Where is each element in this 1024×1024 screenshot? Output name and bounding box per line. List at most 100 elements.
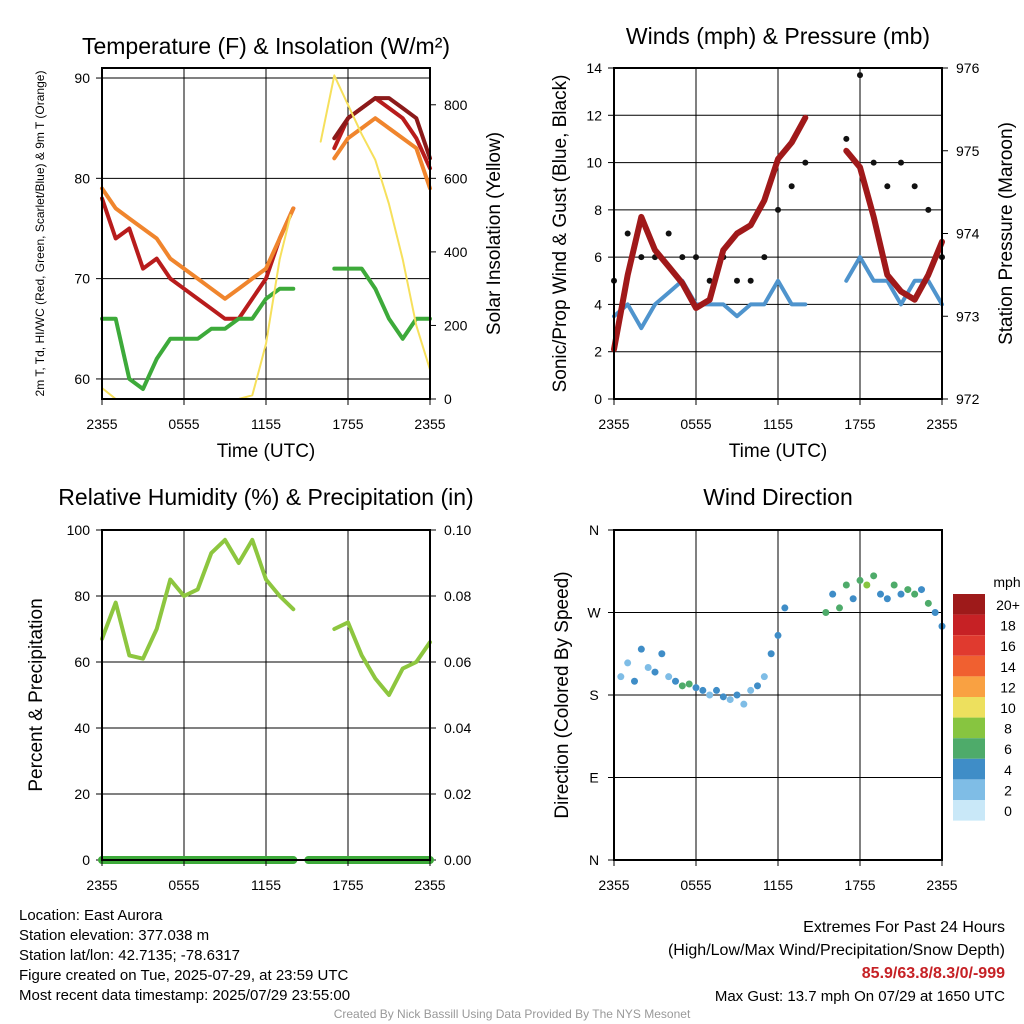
y2-tick-label: 0.02 [444,786,471,802]
legend-label: 12 [1000,679,1016,695]
y-tick-label: S [589,687,598,703]
gust-point [624,230,631,237]
direction-point [754,682,761,690]
extremes-subtitle: (High/Low/Max Wind/Precipitation/Snow De… [667,942,1005,959]
x-tick-label: 1155 [763,877,793,893]
y-axis-label: Percent & Precipitation [26,598,47,791]
gust-point [870,159,877,166]
gust-point [638,254,645,261]
chart-title: Winds (mph) & Pressure (mb) [626,23,930,49]
y-tick-label: 2 [594,344,602,360]
y2-tick-label: 972 [956,391,980,407]
legend-label: 10 [1000,700,1016,716]
y-tick-label: E [589,770,598,786]
gust-point [761,254,768,261]
legend-swatch [953,800,985,821]
direction-point [678,682,686,690]
legend-title: mph [993,574,1020,590]
y-tick-label: 8 [594,202,602,218]
gust-point [747,277,754,284]
direction-point [849,595,857,603]
gust-point [679,254,686,261]
y-tick-label: 0 [594,391,602,407]
y2-tick-label: 0.04 [444,720,471,736]
x-tick-label: 1155 [763,416,793,432]
x-tick-label: 1755 [332,877,363,893]
chart-title: Wind Direction [703,484,853,510]
gust-point [911,183,918,190]
direction-point [931,609,939,616]
direction-point [658,650,666,658]
y2-tick-label: 0.08 [444,588,471,604]
direction-point [733,691,741,699]
gust-point [884,183,891,190]
y-tick-label: 60 [74,371,90,387]
legend-swatch [953,758,985,780]
y-axis-label: Sonic/Prop Wind & Gust (Blue, Black) [550,75,571,393]
y-tick-label: 60 [74,654,90,670]
speed-legend: mph 20+ 18 16 14 12 10 8 6 4 2 0 [953,574,1021,821]
x-tick-label: 1755 [332,416,363,432]
direction-point [651,668,659,676]
footer-recent: Most recent data timestamp: 2025/07/29 2… [19,987,351,1004]
legend-swatch [953,697,985,718]
direction-point [637,645,645,653]
x-tick-label: 2355 [598,416,629,432]
legend-label: 0 [1004,803,1012,819]
y2-tick-label: 400 [444,244,468,260]
gust-point [734,277,740,284]
direction-point [644,664,652,671]
gust-point [925,206,932,213]
gust-point [802,159,809,166]
direction-point [685,680,693,688]
series-station-pressure [611,114,945,353]
x-tick-label: 2355 [926,416,957,432]
direction-point [699,686,707,694]
series-relative-humidity [100,537,432,697]
chart-panel-2: 0 2 4 6 8 10 12 14 972 973 974 975 976 2355 0555 1155 17… [550,23,1017,462]
direction-point [617,673,625,681]
x-tick-label: 2355 [86,416,117,432]
direction-point [781,604,789,612]
series-hi-wc [332,96,432,161]
x-axis-label: Time (UTC) [217,441,316,462]
direction-point [706,691,714,699]
legend-swatch [953,717,985,739]
direction-point [924,599,932,607]
direction-point [665,673,673,681]
y2-tick-label: 976 [956,60,980,76]
y2-tick-label: 973 [956,308,980,324]
footer-location: Location: East Aurora [19,907,163,924]
x-tick-label: 0555 [680,416,711,432]
direction-point [747,686,755,694]
direction-point [904,586,912,594]
direction-point [713,686,720,694]
direction-point [692,684,700,692]
extremes-values: 85.9/63.8/8.3/0/-999 [861,965,1005,982]
legend-label: 18 [1000,618,1016,634]
y-tick-label: W [587,605,601,621]
direction-point [767,650,775,658]
x-tick-label: 2355 [414,877,445,893]
footer-latlon: Station lat/lon: 42.7135; -78.6317 [19,947,241,964]
y-tick-label: 14 [586,60,602,76]
legend-label: 14 [1000,659,1016,675]
y2-tick-label: 200 [444,317,468,333]
chart-title: Relative Humidity (%) & Precipitation (i… [58,484,473,510]
y-tick-label: 80 [74,170,90,186]
gust-point [693,254,699,261]
legend-swatch [953,738,985,759]
y2-tick-label: 975 [956,143,980,159]
y2-axis-label: Station Pressure (Maroon) [996,122,1017,345]
chart-panel-3: 0 20 40 60 80 100 0.00 0.02 0.04 0.06 0.08 0.10 2355… [26,484,474,893]
legend-label: 8 [1004,721,1012,737]
direction-point [760,673,768,681]
chart-panel-1: 60 70 80 90 0 200 400 600 800 2355 0555 1155 1755 235… [33,33,505,462]
gust-point [706,277,713,284]
x-tick-label: 0555 [168,416,199,432]
y2-tick-label: 0.10 [444,522,471,538]
x-tick-label: 0555 [680,877,711,893]
gust-point [898,159,904,166]
footer-created: Figure created on Tue, 2025-07-29, at 23… [19,967,349,984]
legend-label: 20+ [996,597,1020,613]
